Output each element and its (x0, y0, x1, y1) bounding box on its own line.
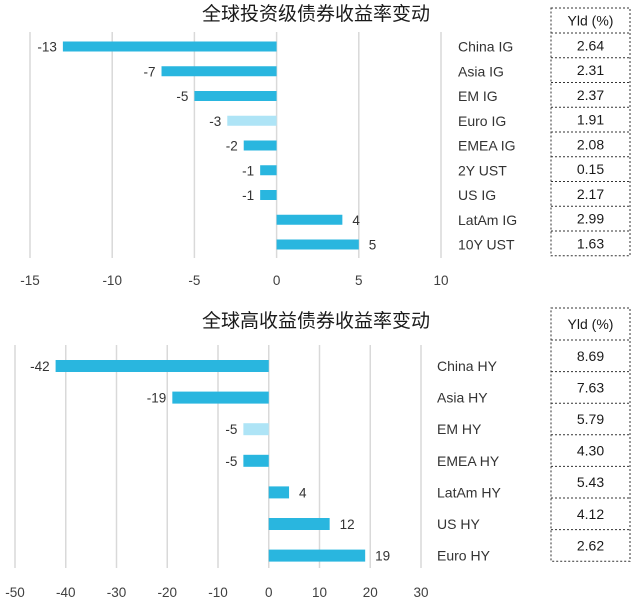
chart-1-yield-value: 2.64 (577, 37, 604, 53)
chart-2-x-tick-label: 10 (312, 585, 327, 600)
chart-2-data-label: 12 (340, 517, 355, 532)
chart-2-category-label: China HY (437, 358, 498, 374)
chart-2-x-tick-label: 20 (363, 585, 378, 600)
chart-1-data-label: -3 (209, 114, 221, 129)
chart-1-data-label: -2 (226, 139, 238, 154)
chart-2-bar (172, 391, 269, 404)
chart-2-x-tick-label: -30 (107, 585, 127, 600)
chart-1-category-label: Euro IG (458, 113, 506, 129)
chart-2-yield-value: 5.43 (577, 474, 604, 490)
chart-2-yield-value: 4.30 (577, 443, 604, 459)
chart-1-category-label: EMEA IG (458, 138, 516, 154)
chart-1-yield-table-header: Yld (%) (568, 13, 614, 29)
chart-1-yield-value: 1.91 (577, 112, 604, 128)
chart-1-x-tick-label: 0 (273, 273, 281, 288)
chart-1-x-tick-label: 10 (433, 273, 448, 288)
chart-2-x-tick-label: -40 (56, 585, 76, 600)
chart-2-x-tick-label: -20 (157, 585, 177, 600)
chart-2-data-label: -5 (225, 454, 237, 469)
chart-1-data-label: -5 (176, 89, 188, 104)
chart-1-yield-value: 1.63 (577, 235, 604, 251)
chart-2-x-tick-label: 30 (413, 585, 428, 600)
chart-1-bar (243, 140, 277, 151)
chart-1-category-label: 2Y UST (458, 162, 507, 178)
chart-2-x-tick-label: 0 (265, 585, 273, 600)
chart-2-yield-value: 7.63 (577, 379, 604, 395)
chart-2-yield-table-border (550, 307, 631, 562)
chart-2-bar (243, 454, 269, 467)
chart-1-data-label: -7 (144, 64, 156, 79)
chart-1-yield-value: 0.15 (577, 161, 604, 177)
chart-1-yield-value: 2.99 (577, 211, 604, 227)
chart-2-x-tick-label: -50 (5, 585, 25, 600)
chart-1-bar (62, 41, 277, 52)
chart-1-bar (194, 91, 277, 101)
chart-2-yield-value: 2.62 (577, 537, 604, 553)
chart-1-bar (276, 214, 343, 225)
chart-2-title: 全球高收益债券收益率变动 (202, 310, 430, 332)
chart-2-category-label: US HY (437, 516, 480, 532)
chart-2-x-tick-label: -10 (208, 585, 228, 600)
chart-1-bar (276, 239, 359, 250)
chart-1-category-label: China IG (458, 39, 513, 55)
chart-1-x-tick-label: -15 (20, 273, 40, 288)
chart-2-yield-value: 8.69 (577, 348, 604, 364)
chart-1-bar (227, 115, 277, 126)
chart-1-bar (260, 190, 277, 200)
chart-2-bar (268, 518, 330, 530)
chart-2-bar (55, 360, 269, 372)
chart-2-data-label: -5 (225, 422, 237, 437)
chart-1-category-label: 10Y UST (458, 237, 515, 253)
chart-2-category-label: EMEA HY (437, 453, 500, 469)
chart-1-category-label: EM IG (458, 88, 498, 104)
chart-1-yield-value: 2.17 (577, 186, 604, 202)
chart-2-category-label: LatAm HY (437, 484, 501, 500)
chart-1-data-label: -13 (37, 40, 57, 55)
chart-2-category-label: Asia HY (437, 390, 488, 406)
chart-1-title: 全球投资级债券收益率变动 (202, 3, 430, 25)
chart-2-yield-table-header: Yld (%) (568, 316, 614, 332)
chart-1-data-label: 5 (369, 238, 377, 253)
chart-1-bar (260, 165, 277, 176)
chart-2-data-label: -19 (147, 391, 167, 406)
chart-1-category-label: US IG (458, 187, 496, 203)
chart-1-category-label: Asia IG (458, 63, 504, 79)
chart-2-category-label: EM HY (437, 421, 482, 437)
chart-2-category-label: Euro HY (437, 548, 491, 564)
chart-2-bar (243, 423, 269, 436)
chart-1-category-label: LatAm IG (458, 212, 517, 228)
chart-1-yield-value: 2.08 (577, 136, 604, 152)
chart-1-data-label: -1 (242, 163, 254, 178)
chart-2-bar (268, 549, 366, 562)
chart-1-x-tick-label: -5 (188, 273, 200, 288)
chart-1-yield-value: 2.31 (577, 62, 604, 78)
chart-1-x-tick-label: -10 (102, 273, 122, 288)
chart-2-data-label: 4 (299, 485, 307, 500)
chart-2-data-label: -42 (30, 359, 50, 374)
chart-1-data-label: 4 (352, 213, 360, 228)
chart-2-yield-value: 4.12 (577, 506, 604, 522)
chart-1-data-label: -1 (242, 188, 254, 203)
chart-1-yield-value: 2.37 (577, 87, 604, 103)
chart-1-x-tick-label: 5 (355, 273, 363, 288)
chart-2-bar (268, 486, 290, 499)
chart-2-yield-value: 5.79 (577, 411, 604, 427)
chart-2-data-label: 19 (375, 549, 390, 564)
chart-1-bar (161, 66, 277, 77)
